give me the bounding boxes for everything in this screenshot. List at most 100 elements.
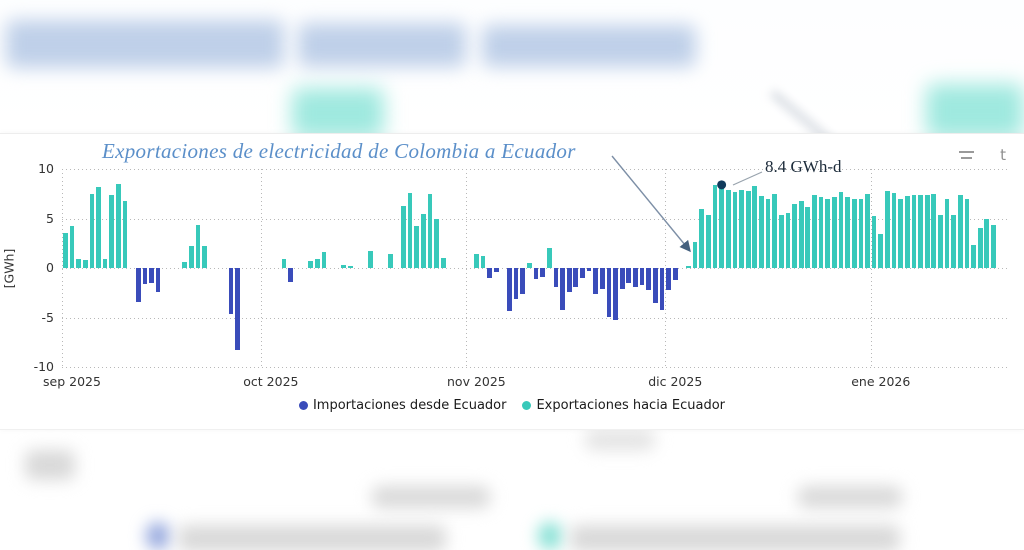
import-bar xyxy=(633,268,638,287)
hamburger-menu-icon[interactable] xyxy=(959,150,975,160)
blurred-legend-text xyxy=(570,525,900,550)
export-bar xyxy=(699,208,705,268)
import-bar xyxy=(235,268,241,351)
blurred-label xyxy=(798,486,902,508)
export-bar xyxy=(89,193,95,268)
export-bar xyxy=(712,184,718,268)
blurred-label xyxy=(372,486,490,508)
blurred-page-top xyxy=(0,0,1024,133)
import-bar xyxy=(653,268,658,303)
export-bar xyxy=(838,191,844,268)
export-bar xyxy=(845,196,850,268)
export-bar xyxy=(76,259,81,268)
export-bar xyxy=(116,183,121,268)
blurred-legend-dot xyxy=(538,522,562,550)
y-tick-label: 0 xyxy=(46,260,54,275)
import-bar xyxy=(586,268,592,271)
export-bar xyxy=(865,193,870,268)
import-bar xyxy=(573,268,579,287)
import-bar xyxy=(593,268,599,294)
blurred-arrow xyxy=(770,90,866,133)
import-bar xyxy=(149,268,154,283)
export-bar xyxy=(911,194,917,268)
import-bar xyxy=(228,268,234,314)
v-gridline xyxy=(870,169,872,367)
export-bar xyxy=(474,254,479,268)
export-bar xyxy=(82,260,88,268)
import-bar xyxy=(626,268,632,283)
x-tick-label: ene 2026 xyxy=(851,374,911,389)
export-bar xyxy=(63,233,68,268)
legend-item[interactable]: Exportaciones hacia Ecuador xyxy=(522,398,725,413)
export-bar xyxy=(858,198,864,268)
export-bar xyxy=(924,194,930,268)
blurred-page-bottom xyxy=(0,428,1024,550)
export-bar xyxy=(706,214,711,268)
export-bar xyxy=(102,259,108,268)
blurred-legend-text xyxy=(178,525,446,550)
toolbar-text-fragment: t xyxy=(1000,146,1006,164)
export-bar xyxy=(69,226,75,268)
export-bar xyxy=(805,206,811,268)
import-bar xyxy=(599,268,605,289)
export-bar xyxy=(341,265,347,268)
export-bar xyxy=(991,225,996,268)
export-bar xyxy=(885,190,890,268)
export-bar xyxy=(96,186,101,268)
export-bar xyxy=(792,203,797,268)
export-bar xyxy=(314,259,320,268)
export-bar xyxy=(420,213,426,268)
export-bar xyxy=(725,189,731,268)
v-gridline xyxy=(260,169,262,367)
export-bar xyxy=(202,246,207,268)
import-bar xyxy=(155,268,161,292)
import-bar xyxy=(639,268,645,285)
legend-label: Importaciones desde Ecuador xyxy=(312,398,507,413)
export-bar xyxy=(957,194,963,268)
chart-legend: Importaciones desde Ecuador Exportaciones… xyxy=(0,398,1024,413)
export-bar xyxy=(891,192,897,268)
export-bar xyxy=(401,205,406,268)
import-bar xyxy=(560,268,565,310)
legend-color-dot xyxy=(522,401,532,410)
legend-color-dot xyxy=(298,401,308,410)
export-bar xyxy=(765,198,771,268)
x-tick-label: dic 2025 xyxy=(648,374,703,389)
chart-title: Exportaciones de electricidad de Colombi… xyxy=(102,139,576,163)
export-bar xyxy=(752,185,758,268)
import-bar xyxy=(507,268,512,311)
import-bar xyxy=(142,268,148,284)
export-bar xyxy=(898,198,903,268)
v-gridline xyxy=(62,169,63,367)
export-bar xyxy=(785,212,791,268)
y-tick-label: 5 xyxy=(46,210,54,226)
export-bar xyxy=(692,242,698,268)
export-bar xyxy=(871,215,877,268)
legend-item[interactable]: Importaciones desde Ecuador xyxy=(298,398,507,413)
import-bar xyxy=(493,268,499,272)
import-bar xyxy=(606,268,612,317)
y-tick-label: -5 xyxy=(41,309,54,325)
export-bar xyxy=(182,262,188,268)
import-bar xyxy=(646,268,652,290)
import-bar xyxy=(540,268,545,277)
blurred-header-text xyxy=(298,23,466,67)
export-bar xyxy=(414,226,420,268)
import-bar xyxy=(659,268,665,310)
h-gridline xyxy=(62,169,1010,170)
export-bar xyxy=(434,218,439,268)
export-bar xyxy=(772,193,778,268)
import-bar xyxy=(520,268,526,294)
export-bar xyxy=(818,196,824,268)
x-tick-label: sep 2025 xyxy=(43,374,101,389)
export-bar xyxy=(745,190,751,268)
import-bar xyxy=(613,268,618,321)
blurred-label xyxy=(585,430,655,450)
export-bar xyxy=(719,184,724,268)
export-bar xyxy=(527,263,532,268)
y-tick-label: 10 xyxy=(38,161,54,176)
export-bar xyxy=(407,192,413,268)
export-bar xyxy=(188,246,194,268)
chart-card: Exportaciones de electricidad de Colombi… xyxy=(0,133,1024,430)
